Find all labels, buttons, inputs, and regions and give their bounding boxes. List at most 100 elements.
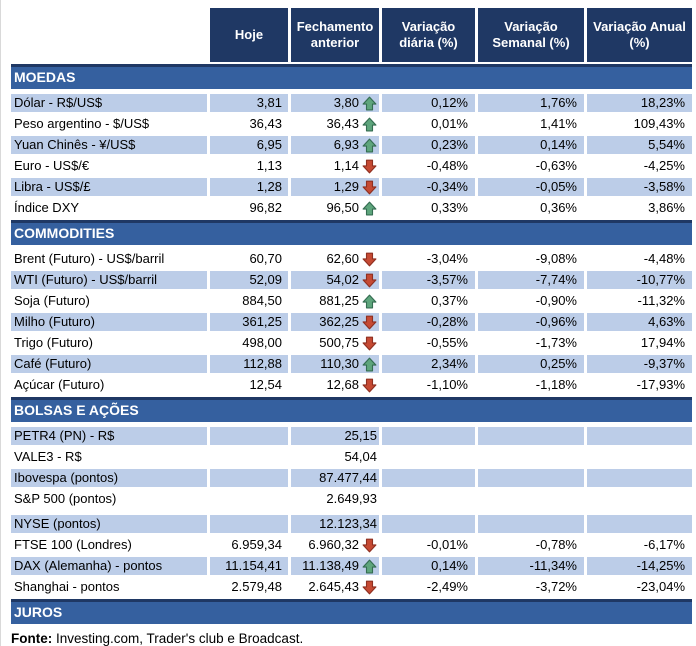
cell-hoje[interactable]: 498,00 xyxy=(242,335,282,350)
column-header-fechamento-anterior[interactable]: Fechamento anterior xyxy=(291,8,379,62)
cell-variacao-semanal[interactable]: -0,78% xyxy=(535,537,577,552)
cell-variacao-diaria[interactable]: -3,04% xyxy=(426,251,468,266)
cell-fechamento-anterior[interactable]: 54,02 xyxy=(291,271,379,289)
column-header-variacao-semanal[interactable]: Variação Semanal (%) xyxy=(478,8,584,62)
cell-variacao-diaria[interactable] xyxy=(382,448,475,466)
cell-label[interactable]: Milho (Futuro) xyxy=(11,313,207,331)
cell-fechamento-anterior[interactable]: 54,04 xyxy=(291,448,379,466)
cell-fechamento-anterior[interactable]: 881,25 xyxy=(291,292,379,310)
cell-fechamento-anterior[interactable]: 2.649,93 xyxy=(291,490,379,508)
cell-hoje[interactable]: 1,13 xyxy=(256,158,282,173)
cell-hoje[interactable] xyxy=(210,490,288,508)
cell-hoje[interactable] xyxy=(210,469,288,487)
cell-variacao-semanal[interactable] xyxy=(478,515,584,533)
cell-fechamento-anterior[interactable]: 11.138,49 xyxy=(291,557,379,575)
cell-variacao-anual[interactable]: -14,25% xyxy=(587,557,692,575)
cell-hoje[interactable]: 60,70 xyxy=(249,251,282,266)
cell-variacao-semanal[interactable] xyxy=(478,448,584,466)
cell-hoje[interactable]: 12,54 xyxy=(249,377,282,392)
cell-variacao-diaria[interactable]: -1,10% xyxy=(426,377,468,392)
cell-variacao-anual[interactable]: -17,93% xyxy=(636,377,685,392)
cell-label[interactable]: Brent (Futuro) - US$/barril xyxy=(14,251,165,266)
cell-label[interactable]: DAX (Alemanha) - pontos xyxy=(11,557,207,575)
cell-variacao-diaria[interactable]: 0,01% xyxy=(431,116,468,131)
cell-label[interactable]: Índice DXY xyxy=(14,200,80,215)
cell-label[interactable]: Açúcar (Futuro) xyxy=(14,377,105,392)
cell-variacao-anual[interactable]: -10,77% xyxy=(587,271,692,289)
cell-variacao-semanal[interactable] xyxy=(478,427,584,445)
cell-variacao-semanal[interactable]: -9,08% xyxy=(535,251,577,266)
cell-variacao-semanal[interactable]: -11,34% xyxy=(478,557,584,575)
cell-fechamento-anterior[interactable]: 110,30 xyxy=(291,355,379,373)
column-header-variacao-diaria[interactable]: Variação diária (%) xyxy=(382,8,475,62)
cell-variacao-diaria[interactable]: -2,49% xyxy=(426,579,468,594)
column-header-hoje[interactable]: Hoje xyxy=(210,8,288,62)
cell-variacao-anual[interactable]: -6,17% xyxy=(643,537,685,552)
cell-variacao-anual[interactable]: 5,54% xyxy=(587,136,692,154)
cell-variacao-diaria[interactable]: -0,55% xyxy=(426,335,468,350)
cell-fechamento-anterior[interactable]: 36,43 xyxy=(291,115,379,133)
cell-fechamento-anterior[interactable]: 1,14 xyxy=(291,157,379,175)
cell-variacao-semanal[interactable]: -3,72% xyxy=(535,579,577,594)
cell-label[interactable]: Peso argentino - $/US$ xyxy=(14,116,150,131)
cell-variacao-semanal[interactable]: 0,25% xyxy=(478,355,584,373)
cell-variacao-anual[interactable] xyxy=(587,490,692,508)
cell-fechamento-anterior[interactable]: 6,93 xyxy=(291,136,379,154)
cell-variacao-anual[interactable] xyxy=(587,427,692,445)
column-header-variacao-anual[interactable]: Variação Anual (%) xyxy=(587,8,692,62)
cell-variacao-diaria[interactable]: -3,57% xyxy=(382,271,475,289)
cell-variacao-anual[interactable]: -4,25% xyxy=(643,158,685,173)
cell-variacao-anual[interactable] xyxy=(587,515,692,533)
cell-variacao-anual[interactable] xyxy=(587,448,692,466)
cell-variacao-diaria[interactable]: -0,34% xyxy=(382,178,475,196)
cell-variacao-diaria[interactable]: -0,01% xyxy=(426,537,468,552)
cell-variacao-anual[interactable]: 109,43% xyxy=(633,116,685,131)
cell-hoje[interactable]: 361,25 xyxy=(210,313,288,331)
cell-variacao-diaria[interactable] xyxy=(382,469,475,487)
cell-label[interactable]: Dólar - R$/US$ xyxy=(11,94,207,112)
cell-variacao-semanal[interactable]: -1,18% xyxy=(535,377,577,392)
cell-fechamento-anterior[interactable]: 87.477,44 xyxy=(291,469,379,487)
section-header-moedas[interactable]: MOEDAS xyxy=(11,64,692,89)
cell-variacao-semanal[interactable]: -7,74% xyxy=(478,271,584,289)
cell-label[interactable]: Soja (Futuro) xyxy=(14,293,90,308)
cell-hoje[interactable]: 884,50 xyxy=(242,293,282,308)
cell-label[interactable]: VALE3 - R$ xyxy=(14,449,82,464)
cell-fechamento-anterior[interactable]: 3,80 xyxy=(291,94,379,112)
cell-variacao-diaria[interactable]: 0,37% xyxy=(431,293,468,308)
cell-variacao-semanal[interactable]: 1,41% xyxy=(540,116,577,131)
cell-fechamento-anterior[interactable]: 12.123,34 xyxy=(291,515,379,533)
cell-label[interactable]: Café (Futuro) xyxy=(11,355,207,373)
cell-fechamento-anterior[interactable]: 500,75 xyxy=(291,334,379,352)
cell-hoje[interactable]: 3,81 xyxy=(210,94,288,112)
section-header-juros[interactable]: JUROS xyxy=(11,599,692,624)
cell-variacao-semanal[interactable] xyxy=(478,490,584,508)
cell-variacao-semanal[interactable]: -0,90% xyxy=(535,293,577,308)
cell-label[interactable]: Shanghai - pontos xyxy=(14,579,120,594)
cell-hoje[interactable]: 112,88 xyxy=(210,355,288,373)
cell-label[interactable]: Euro - US$/€ xyxy=(14,158,90,173)
cell-fechamento-anterior[interactable]: 362,25 xyxy=(291,313,379,331)
cell-variacao-semanal[interactable]: 0,36% xyxy=(540,200,577,215)
cell-variacao-anual[interactable]: 17,94% xyxy=(640,335,685,350)
cell-variacao-anual[interactable]: -11,32% xyxy=(637,293,685,308)
cell-label[interactable]: PETR4 (PN) - R$ xyxy=(11,427,207,445)
cell-variacao-anual[interactable]: 3,86% xyxy=(648,200,685,215)
cell-variacao-anual[interactable]: -4,48% xyxy=(643,251,685,266)
cell-hoje[interactable]: 6.959,34 xyxy=(231,537,282,552)
cell-variacao-diaria[interactable] xyxy=(382,515,475,533)
cell-fechamento-anterior[interactable]: 62,60 xyxy=(291,250,379,268)
cell-variacao-diaria[interactable]: -0,28% xyxy=(382,313,475,331)
cell-hoje[interactable] xyxy=(210,427,288,445)
cell-label[interactable]: FTSE 100 (Londres) xyxy=(14,537,132,552)
cell-variacao-diaria[interactable]: 2,34% xyxy=(382,355,475,373)
cell-hoje[interactable]: 6,95 xyxy=(210,136,288,154)
cell-variacao-semanal[interactable]: 0,14% xyxy=(478,136,584,154)
cell-fechamento-anterior[interactable]: 12,68 xyxy=(291,376,379,394)
cell-label[interactable]: WTI (Futuro) - US$/barril xyxy=(11,271,207,289)
cell-variacao-diaria[interactable]: 0,14% xyxy=(382,557,475,575)
cell-fechamento-anterior[interactable]: 96,50 xyxy=(291,199,379,217)
cell-variacao-anual[interactable] xyxy=(587,469,692,487)
cell-hoje[interactable] xyxy=(210,515,288,533)
cell-hoje[interactable]: 2.579,48 xyxy=(231,579,282,594)
